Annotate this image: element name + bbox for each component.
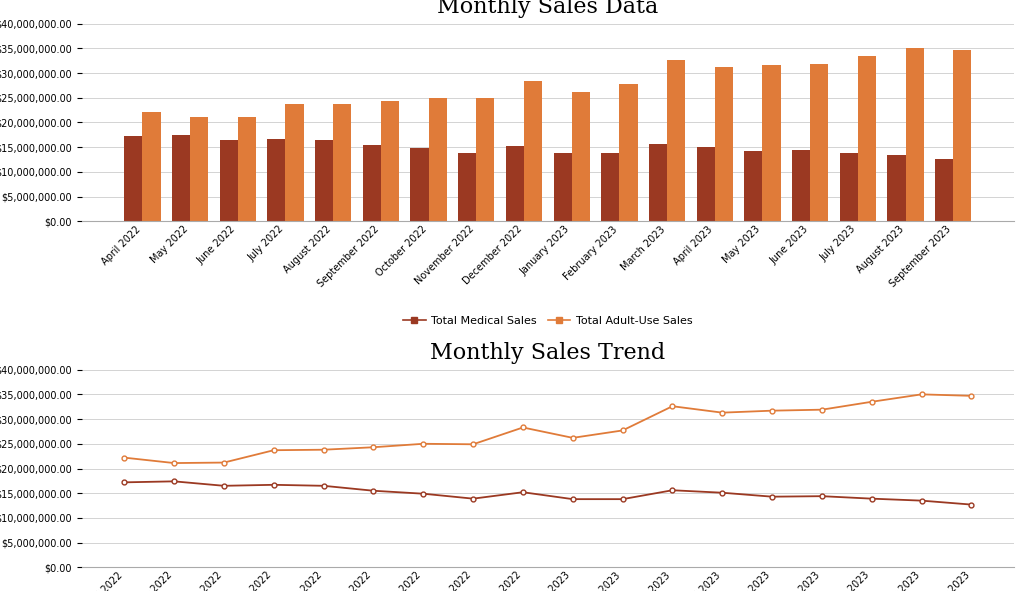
Bar <box>429 98 446 222</box>
Title: Monthly Sales Trend: Monthly Sales Trend <box>430 342 666 363</box>
Bar <box>905 48 924 222</box>
Bar <box>953 50 972 222</box>
Bar <box>411 148 429 222</box>
Bar <box>124 137 142 222</box>
Bar <box>763 64 780 222</box>
Bar <box>286 104 304 222</box>
Bar <box>715 67 733 222</box>
Bar <box>601 153 620 222</box>
Bar <box>696 147 715 222</box>
Bar <box>220 140 238 222</box>
Bar <box>792 150 810 222</box>
Bar <box>840 152 858 222</box>
Bar <box>744 151 763 222</box>
Bar <box>810 64 828 222</box>
Bar <box>524 82 542 222</box>
Bar <box>458 152 476 222</box>
Bar <box>333 103 351 222</box>
Title: Monthly Sales Data: Monthly Sales Data <box>437 0 658 18</box>
Bar <box>935 158 953 222</box>
Bar <box>554 153 571 222</box>
Legend: Total Medical Sales, Total Adult-Use Sales: Total Medical Sales, Total Adult-Use Sal… <box>399 311 696 330</box>
Bar <box>267 139 286 222</box>
Bar <box>858 56 876 222</box>
Bar <box>620 85 638 222</box>
Bar <box>381 101 399 222</box>
Bar <box>667 60 685 222</box>
Bar <box>142 112 161 222</box>
Bar <box>476 98 495 222</box>
Bar <box>888 155 905 222</box>
Bar <box>238 116 256 222</box>
Bar <box>362 145 381 222</box>
Bar <box>571 92 590 222</box>
Bar <box>649 144 667 222</box>
Bar <box>172 135 190 222</box>
Bar <box>315 140 333 222</box>
Bar <box>190 117 208 222</box>
Bar <box>506 146 524 222</box>
